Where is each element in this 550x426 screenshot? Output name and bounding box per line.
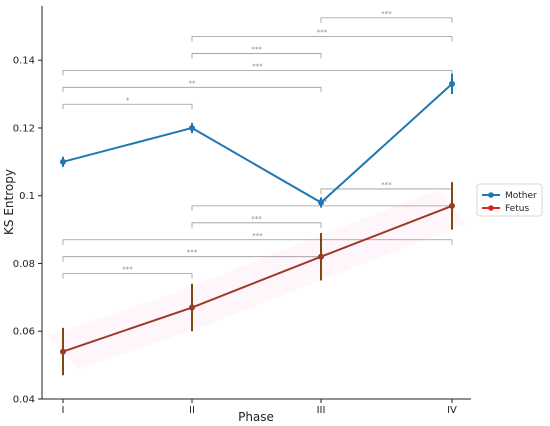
- x-tick-label: I: [62, 405, 65, 416]
- significance-bracket: [62, 103, 193, 110]
- series-line-mother: [62, 83, 453, 204]
- significance-label: ***: [251, 45, 262, 53]
- legend-label-mother: Mother: [505, 191, 537, 201]
- significance-bracket: [62, 239, 453, 245]
- y-tick-label: 0.12: [13, 123, 35, 134]
- data-point: [189, 124, 195, 131]
- significance-label: ***: [187, 249, 198, 257]
- significance-label: ***: [122, 266, 133, 274]
- legend-swatch-marker: [488, 205, 494, 211]
- chart-axes: Phase KS Entropy 0.04 0.06 0.08 0.1 0.12 0.14…: [2, 6, 471, 424]
- significance-label: *: [126, 96, 130, 104]
- significance-bracket: [191, 53, 322, 59]
- data-point: [60, 348, 66, 355]
- data-point: [449, 202, 455, 209]
- significance-bracket: [62, 69, 453, 76]
- x-tick-label: III: [317, 405, 326, 416]
- y-tick-label: 0.14: [13, 56, 35, 67]
- significance-label: ***: [251, 215, 262, 223]
- significance-label: ***: [317, 28, 328, 36]
- data-point: [318, 199, 324, 206]
- significance-label: ***: [252, 62, 263, 70]
- y-tick-label: 0.06: [13, 327, 35, 338]
- significance-label: ***: [381, 10, 392, 18]
- y-tick-label: 0.1: [19, 191, 35, 202]
- legend-label-fetus: Fetus: [505, 204, 529, 214]
- fetus-shaded-band: [49, 189, 466, 370]
- series-line-fetus: [62, 204, 453, 353]
- significance-bracket: [62, 273, 193, 279]
- data-point: [189, 304, 195, 311]
- significance-label: **: [189, 79, 197, 87]
- x-tick-label: II: [189, 405, 195, 416]
- significance-bracket: [62, 86, 322, 93]
- legend-swatch-marker: [488, 192, 494, 198]
- y-tick-label: 0.08: [13, 259, 35, 270]
- data-point: [449, 80, 455, 87]
- data-point: [318, 253, 324, 260]
- chart-marks: *********************************: [49, 10, 466, 376]
- legend: Mother Fetus: [476, 183, 543, 217]
- y-tick-label: 0.04: [13, 395, 35, 406]
- significance-label: ***: [252, 232, 263, 240]
- y-axis-title: KS Entropy: [2, 169, 16, 235]
- data-point: [60, 158, 66, 165]
- x-tick-label: IV: [447, 405, 457, 416]
- significance-bracket: [320, 17, 453, 23]
- significance-bracket: [191, 36, 453, 42]
- significance-label: ***: [381, 181, 392, 189]
- significance-bracket: [191, 222, 322, 228]
- x-axis-title: Phase: [238, 410, 274, 424]
